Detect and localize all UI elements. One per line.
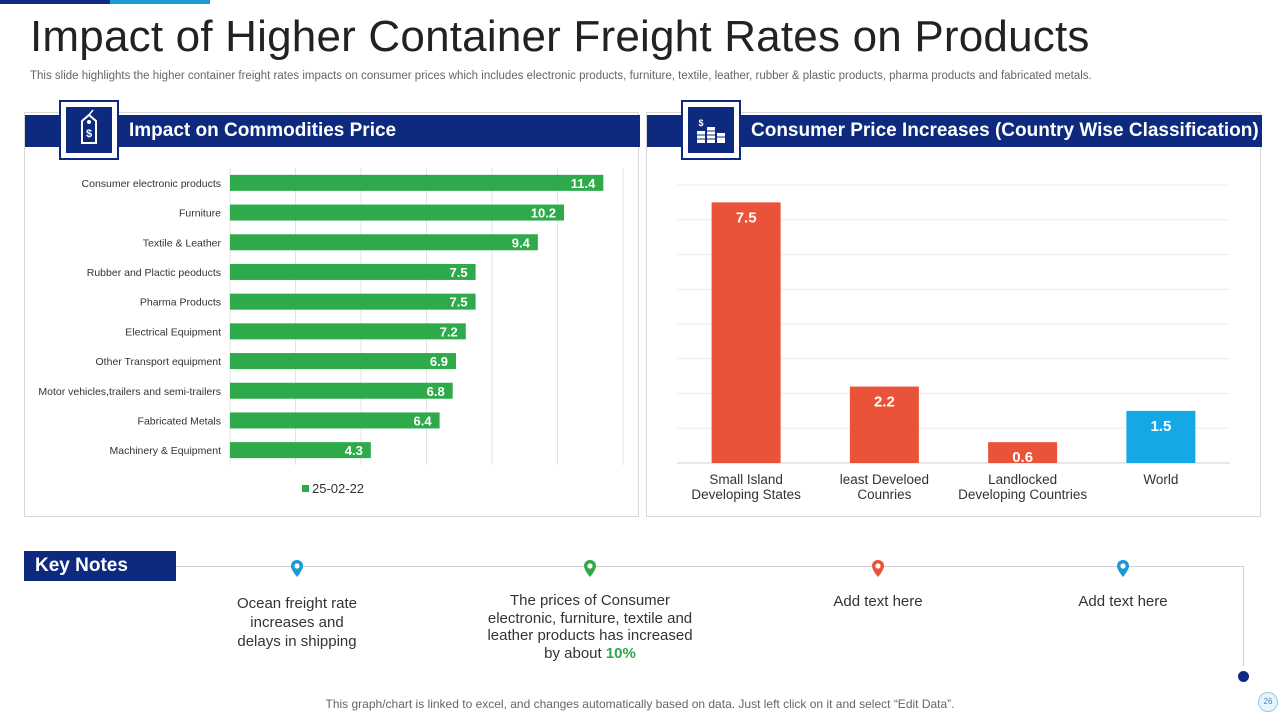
page-number: 26 — [1258, 692, 1278, 712]
data-label: 7.5 — [736, 209, 757, 226]
map-pin-icon — [584, 560, 596, 577]
category-label: Developing States — [691, 487, 801, 502]
key-notes-timeline-end — [1243, 566, 1244, 666]
bar — [230, 263, 476, 280]
top-accent-bar — [0, 0, 210, 4]
key-note-highlight: 10% — [605, 644, 636, 662]
coin-stacks-icon-box: $ — [681, 100, 741, 160]
svg-text:$: $ — [86, 128, 92, 140]
bar — [849, 386, 919, 463]
category-label: Pharma Products — [140, 297, 221, 309]
key-note-line: Ocean freight rate — [236, 595, 358, 612]
coin-stacks-icon: $ — [697, 118, 725, 143]
category-label: Developing Countries — [958, 487, 1087, 502]
category-label: World — [1143, 472, 1178, 487]
map-pin-icon — [1117, 560, 1129, 577]
key-note-line: electronic, furniture, textile and — [487, 609, 693, 627]
bar — [230, 204, 565, 221]
key-note-line: Add text here — [1078, 593, 1168, 610]
key-note-line: Add text here — [833, 593, 923, 610]
bar — [1126, 410, 1196, 463]
key-note-line: leather products has increased — [487, 627, 693, 644]
country-panel: Consumer Price Increases (Country Wise C… — [646, 100, 1262, 517]
data-label: 0.6 — [1012, 449, 1033, 466]
category-label: Machinery & Equipment — [110, 445, 222, 457]
bar — [230, 382, 453, 399]
commodities-panel: Impact on Commodities Price $ Consumer e… — [24, 100, 640, 517]
country-panel-header: Consumer Price Increases (Country Wise C… — [647, 115, 1262, 147]
data-label: 6.4 — [414, 413, 433, 428]
commodities-bar-chart: Consumer electronic products 11.4 Furnitur… — [38, 168, 624, 496]
svg-text:$: $ — [698, 118, 703, 128]
category-label: Landlocked — [988, 472, 1057, 487]
bar — [711, 202, 781, 463]
bar — [230, 442, 371, 459]
data-label: 10.2 — [531, 206, 556, 221]
footer-note: This graph/chart is linked to excel, and… — [325, 697, 955, 711]
key-note-line: The prices of Consumer — [509, 592, 671, 609]
key-note-line: by about 10% — [544, 644, 636, 662]
key-note-text: The prices of Consumer electronic, furnit… — [470, 592, 710, 662]
bar — [230, 323, 466, 340]
page-title: Impact of Higher Container Freight Rates… — [30, 12, 1090, 61]
category-label: Counries — [857, 487, 911, 502]
key-notes-label: Key Notes — [24, 551, 176, 581]
data-label: 11.4 — [571, 176, 596, 191]
key-note-line: delays in shipping — [237, 633, 357, 650]
key-note-line: increases and — [250, 614, 344, 631]
category-label: Rubber and Plactic peoducts — [87, 267, 221, 279]
data-label: 4.3 — [345, 443, 363, 458]
data-label: 6.8 — [427, 384, 445, 399]
bar — [230, 412, 440, 429]
data-label: 1.5 — [1150, 418, 1171, 435]
bar — [230, 234, 538, 251]
key-note-text: Add text here — [788, 592, 968, 611]
category-label: Furniture — [179, 208, 221, 220]
legend-label: 25-02-22 — [312, 481, 364, 496]
top-accent-light — [110, 0, 210, 4]
data-label: 7.5 — [450, 265, 468, 280]
category-label: Fabricated Metals — [138, 415, 221, 427]
timeline-end-dot — [1238, 671, 1249, 682]
category-label: Consumer electronic products — [82, 178, 221, 190]
key-note-text: Ocean freight rate increases and delays in… — [197, 594, 397, 651]
bar — [230, 174, 604, 191]
map-pin-icon — [872, 560, 884, 577]
category-label: Other Transport equipment — [96, 356, 222, 368]
category-label: Textile & Leather — [143, 237, 222, 249]
bar — [230, 293, 476, 310]
data-label: 6.9 — [430, 354, 448, 369]
category-label: Motor vehicles,trailers and semi-trailer… — [38, 386, 221, 398]
category-label: Small Island — [709, 472, 783, 487]
key-note-text: Add text here — [1033, 592, 1213, 611]
page-subtitle: This slide highlights the higher contain… — [30, 70, 1092, 82]
price-tag-icon-box: $ — [59, 100, 119, 160]
key-notes-timeline — [176, 566, 1244, 567]
map-pin-icon — [291, 560, 303, 577]
data-label: 9.4 — [512, 235, 531, 250]
category-label: Electrical Equipment — [125, 326, 221, 338]
bar — [230, 353, 456, 370]
bar — [988, 442, 1058, 463]
commodities-panel-header: Impact on Commodities Price — [25, 115, 640, 147]
legend-swatch — [302, 485, 309, 492]
data-label: 2.2 — [874, 394, 895, 411]
price-tag-icon: $ — [81, 109, 97, 144]
data-label: 7.2 — [440, 324, 458, 339]
category-label: least Develoed — [840, 472, 929, 487]
data-label: 7.5 — [450, 295, 468, 310]
